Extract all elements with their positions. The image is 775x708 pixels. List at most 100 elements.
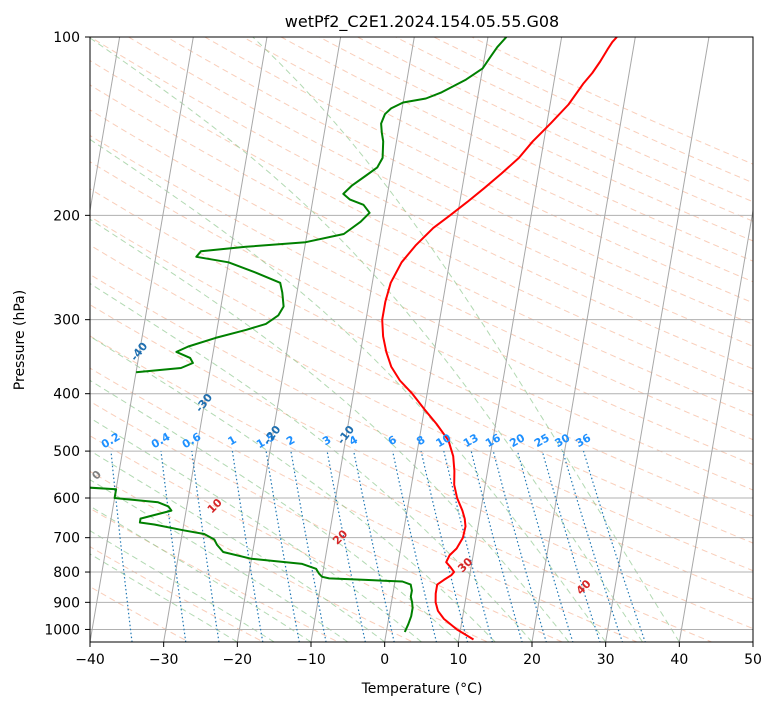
isotherm-line bbox=[384, 37, 489, 642]
mixing-ratio-label: 0.4 bbox=[149, 430, 173, 451]
mixing-ratio-line bbox=[326, 450, 366, 642]
moist-adiabat-line bbox=[252, 37, 680, 642]
mixing-ratio-label: 2 bbox=[284, 433, 297, 448]
dry-adiabat-line bbox=[432, 37, 753, 184]
moist-adiabat-line bbox=[90, 479, 349, 642]
mixing-ratio-label: 0.2 bbox=[99, 430, 122, 451]
y-tick-label: 300 bbox=[53, 313, 80, 329]
y-tick-label: 200 bbox=[53, 208, 80, 224]
isotherm-line bbox=[457, 37, 563, 642]
mixing-ratio-label: 0.6 bbox=[180, 430, 204, 451]
mixing-ratio-label: 30 bbox=[553, 431, 573, 450]
mixing-ratio-line bbox=[562, 450, 624, 642]
x-tick-label: 40 bbox=[670, 652, 688, 668]
moist-adiabat-line bbox=[90, 530, 275, 642]
mixing-ratio-line bbox=[443, 450, 493, 642]
mixing-ratio-label: 8 bbox=[414, 433, 427, 448]
isotherm-line bbox=[310, 37, 415, 642]
dry-adiabat-line bbox=[280, 37, 753, 262]
mixing-ratio-line bbox=[110, 451, 133, 642]
x-tick-label: −10 bbox=[296, 652, 326, 668]
y-tick-label: 800 bbox=[53, 565, 80, 581]
moist-adiabat-line bbox=[90, 553, 238, 642]
dry-adiabats bbox=[90, 37, 753, 642]
moist-adiabat-line bbox=[90, 37, 643, 642]
x-tick-label: 20 bbox=[523, 652, 541, 668]
moist-adiabats bbox=[90, 37, 680, 642]
moist-adiabat-line bbox=[90, 505, 312, 642]
y-tick-label: 1000 bbox=[44, 622, 80, 638]
dry-adiabat-line bbox=[242, 37, 753, 283]
dry-adiabat-line bbox=[90, 188, 753, 517]
profiles bbox=[90, 37, 618, 641]
dry-adiabat-line bbox=[90, 335, 713, 642]
isotherm-line bbox=[605, 37, 710, 642]
dry-adiabat-line bbox=[165, 37, 753, 325]
chart-title: wetPf2_C2E1.2024.154.05.55.G08 bbox=[285, 12, 559, 32]
isotherm-label: -30 bbox=[193, 391, 216, 415]
mixing-ratio-line bbox=[160, 451, 187, 642]
isotherm-line bbox=[752, 639, 753, 642]
isotherm-line bbox=[90, 37, 121, 214]
mixing-ratio-label: 3 bbox=[320, 433, 333, 448]
mixing-ratio-line bbox=[265, 451, 300, 642]
x-tick-label: −40 bbox=[75, 652, 105, 668]
dry-adiabat-line bbox=[127, 37, 753, 347]
dry-adiabat-line bbox=[90, 59, 753, 393]
y-tick-label: 500 bbox=[53, 444, 80, 460]
x-axis-label: Temperature (°C) bbox=[361, 681, 483, 697]
isotherm-label: -60 bbox=[0, 239, 20, 263]
y-axis-label: Pressure (hPa) bbox=[12, 290, 28, 390]
dry-adiabat-line bbox=[203, 37, 753, 304]
dry-adiabat-line bbox=[90, 470, 415, 642]
dry-adiabat-line bbox=[470, 37, 753, 165]
y-axis: 100 200 300 400 500 600 700 800 900 1000 bbox=[44, 30, 90, 638]
dry-adiabat-label: 40 bbox=[574, 577, 594, 597]
dry-adiabat-label: 10 bbox=[205, 496, 225, 516]
mixing-ratio-line bbox=[290, 450, 327, 642]
mixing-ratio-line bbox=[541, 450, 601, 642]
dry-adiabat-line bbox=[394, 37, 753, 203]
isotherm-line bbox=[531, 37, 636, 642]
mixing-ratio-line bbox=[231, 451, 264, 642]
mixing-ratio-line bbox=[191, 451, 220, 642]
y-tick-label: 900 bbox=[53, 595, 80, 611]
temperature-profile-line bbox=[381, 37, 618, 641]
x-tick-label: 50 bbox=[744, 652, 762, 668]
x-axis: −40 −30 −20 −10 0 10 20 30 40 50 bbox=[75, 642, 762, 668]
x-tick-label: −30 bbox=[149, 652, 179, 668]
plot-frame bbox=[89, 36, 754, 643]
dry-adiabat-line bbox=[90, 400, 564, 642]
dry-adiabat-line bbox=[90, 134, 753, 466]
moist-adiabat-line bbox=[90, 335, 496, 642]
dewpoint-profile-line bbox=[136, 37, 508, 374]
dry-adiabat-line bbox=[90, 216, 753, 544]
isotherm-label: -50 bbox=[63, 288, 86, 312]
dry-adiabat-label: 20 bbox=[330, 527, 350, 547]
dry-adiabat-line bbox=[318, 37, 753, 242]
mixing-ratio-line bbox=[353, 450, 395, 642]
mixing-ratio-line bbox=[470, 450, 523, 642]
mixing-ratio-label: 36 bbox=[573, 431, 593, 450]
isotherm-label: -40 bbox=[128, 339, 151, 363]
moist-adiabat-line bbox=[90, 138, 607, 642]
isotherm-line bbox=[678, 207, 753, 642]
dry-adiabat-line bbox=[90, 244, 753, 572]
dry-adiabat-line bbox=[90, 546, 265, 642]
moist-adiabat-line bbox=[90, 218, 570, 642]
mixing-ratio-lines bbox=[110, 450, 646, 642]
y-tick-label: 400 bbox=[53, 387, 80, 403]
dry-adiabat-line bbox=[90, 273, 753, 600]
dry-adiabat-line bbox=[90, 37, 753, 370]
mixing-ratio-label: 25 bbox=[532, 431, 552, 450]
dry-adiabat-line bbox=[90, 84, 753, 417]
mixing-ratio-label: 13 bbox=[461, 431, 481, 450]
x-tick-label: 10 bbox=[449, 652, 467, 668]
dry-adiabat-line bbox=[90, 435, 489, 642]
y-tick-label: 100 bbox=[53, 30, 80, 46]
y-tick-label: 600 bbox=[53, 491, 80, 507]
moist-adiabat-line bbox=[90, 450, 386, 642]
moist-adiabat-line bbox=[90, 282, 533, 642]
x-tick-label: −20 bbox=[223, 652, 253, 668]
